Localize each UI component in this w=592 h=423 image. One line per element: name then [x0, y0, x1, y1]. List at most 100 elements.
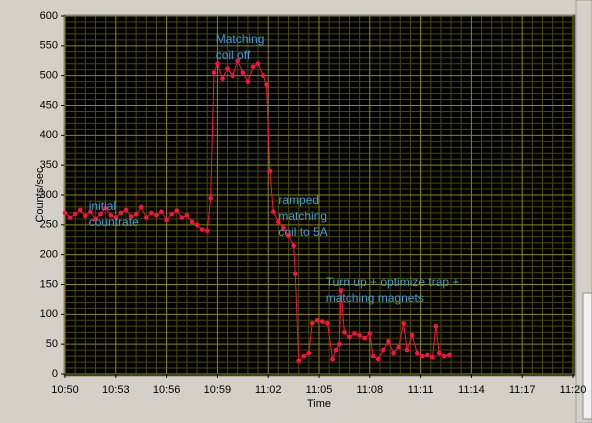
y-tick-label: 100 [40, 308, 58, 320]
data-point [447, 352, 452, 358]
annotation: Matching [216, 32, 265, 46]
y-tick-label: 200 [40, 249, 58, 261]
data-point [245, 79, 251, 84]
x-tick-label: 11:08 [356, 384, 383, 396]
x-tick-label: 10:59 [204, 384, 232, 396]
data-point [419, 353, 425, 359]
x-tick-label: 10:56 [153, 384, 181, 396]
data-point [292, 271, 298, 277]
data-point [174, 208, 180, 213]
data-point [337, 341, 342, 347]
data-point [189, 219, 195, 225]
data-point [98, 211, 103, 217]
y-tick-label: 50 [46, 338, 58, 350]
annotation: coil to 5A [278, 225, 327, 239]
annotation: coil off [216, 48, 251, 62]
data-point [83, 213, 88, 219]
data-point [381, 347, 386, 353]
data-point [270, 209, 276, 215]
data-point [260, 73, 266, 78]
data-point [118, 210, 124, 216]
data-point [149, 210, 154, 216]
annotation: matching magnets [326, 291, 424, 305]
data-point [414, 350, 420, 356]
data-point [184, 212, 190, 218]
data-point [347, 334, 352, 340]
annotation: matching [278, 209, 327, 223]
data-point [267, 168, 273, 174]
data-point [357, 332, 362, 338]
data-point [230, 73, 235, 78]
data-point [62, 210, 68, 216]
data-point [169, 211, 174, 217]
data-point [430, 354, 435, 360]
y-tick-label: 250 [40, 219, 58, 231]
data-point [93, 216, 98, 222]
y-tick-label: 450 [40, 99, 58, 111]
data-point [433, 323, 439, 329]
data-point [220, 76, 225, 81]
data-point [199, 227, 205, 232]
data-point [404, 347, 410, 353]
data-point [211, 70, 217, 75]
data-point [164, 217, 169, 223]
data-point [338, 288, 344, 293]
data-point [436, 350, 442, 356]
y-tick-label: 0 [52, 368, 58, 380]
data-point [108, 212, 114, 218]
data-point [391, 350, 396, 356]
data-point [276, 219, 281, 225]
data-point [396, 344, 401, 350]
y-tick-label: 550 [40, 40, 58, 52]
data-point [286, 233, 291, 238]
y-axis-label: Counts/sec [34, 167, 46, 223]
x-tick-label: 11:11 [408, 384, 434, 396]
x-tick-label: 10:50 [51, 384, 79, 396]
annotation: initial [89, 199, 116, 213]
data-point [103, 205, 108, 211]
data-point [375, 356, 381, 362]
data-point [208, 195, 213, 201]
data-point [362, 335, 368, 341]
data-point [138, 204, 144, 210]
data-point [133, 211, 139, 217]
y-tick-label: 150 [40, 278, 58, 290]
data-point [128, 214, 134, 219]
x-tick-label: 11:20 [560, 384, 587, 396]
x-axis-label: Time [307, 398, 331, 410]
data-point [370, 353, 376, 359]
data-point [123, 207, 129, 213]
data-point [225, 66, 230, 71]
y-tick-label: 350 [40, 159, 58, 171]
data-point [255, 61, 261, 67]
x-tick-label: 11:02 [255, 384, 282, 396]
data-point [179, 215, 185, 220]
data-point [325, 320, 330, 326]
data-point [250, 64, 256, 70]
x-tick-label: 10:53 [102, 384, 130, 396]
data-point [352, 331, 357, 336]
data-point [333, 347, 339, 353]
data-point [291, 243, 296, 249]
data-point [240, 70, 246, 75]
data-point [72, 211, 78, 217]
data-point [204, 228, 210, 234]
data-point [77, 207, 83, 213]
x-tick-label: 11:05 [306, 384, 333, 396]
data-point [215, 61, 220, 67]
data-point [315, 318, 320, 323]
data-point [309, 320, 315, 326]
data-point [401, 320, 406, 326]
data-point [306, 350, 312, 356]
x-tick-label: 11:17 [509, 384, 536, 396]
annotation: countrate [89, 215, 139, 229]
data-point [386, 338, 391, 344]
data-point [281, 225, 286, 231]
scroll-widget [582, 292, 592, 420]
data-point [154, 212, 159, 218]
y-tick-label: 500 [40, 70, 58, 82]
data-point [67, 215, 73, 220]
data-point [194, 222, 200, 228]
data-point [330, 356, 335, 362]
